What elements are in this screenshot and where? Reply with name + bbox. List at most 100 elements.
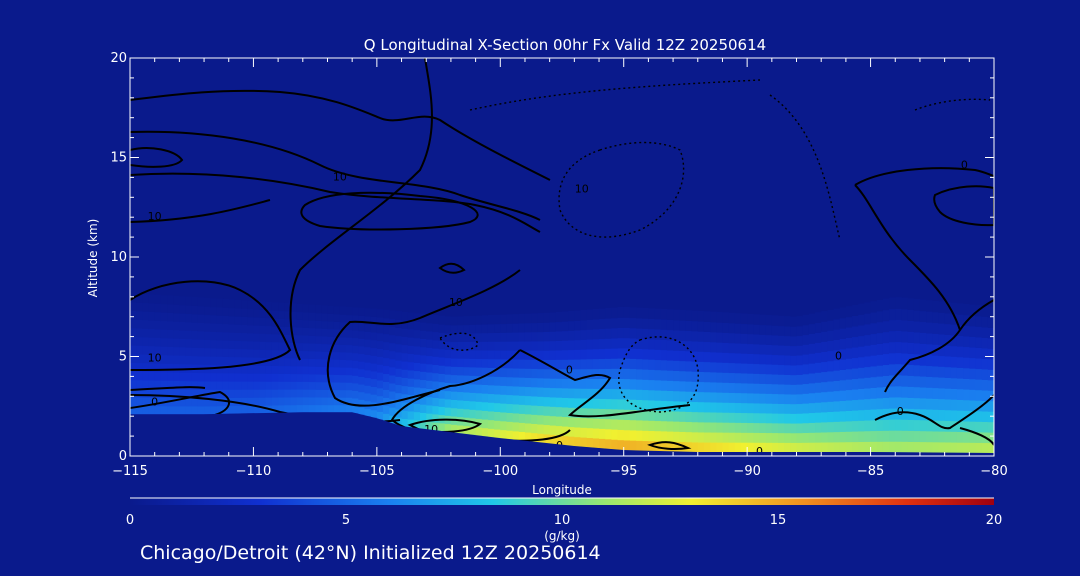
moisture-cell <box>420 354 427 364</box>
moisture-cell <box>747 442 754 453</box>
moisture-cell <box>549 434 557 445</box>
moisture-cell <box>802 314 810 326</box>
moisture-cell <box>759 432 767 443</box>
moisture-cell <box>228 364 236 374</box>
moisture-cell <box>685 320 693 332</box>
moisture-cell <box>321 312 329 322</box>
moisture-cell <box>975 421 983 433</box>
moisture-cell <box>821 311 828 322</box>
x-tick-label: −90 <box>733 464 760 479</box>
moisture-cell <box>407 312 415 322</box>
moisture-cell <box>130 379 137 389</box>
x-tick-label: −100 <box>482 464 518 479</box>
moisture-cell <box>728 322 736 334</box>
moisture-cell <box>512 376 520 387</box>
moisture-cell <box>315 381 322 390</box>
moisture-cell <box>537 350 545 360</box>
moisture-cell <box>642 420 649 431</box>
moisture-cell <box>413 403 421 413</box>
moisture-cell <box>555 321 563 332</box>
moisture-cell <box>167 295 174 305</box>
moisture-cell <box>383 397 390 406</box>
moisture-cell <box>383 413 390 422</box>
moisture-cell <box>432 389 440 398</box>
moisture-cell <box>722 432 730 443</box>
moisture-cell <box>747 343 754 354</box>
moisture-cell <box>352 390 359 399</box>
moisture-cell <box>352 329 359 339</box>
moisture-cell <box>506 403 514 413</box>
moisture-cell <box>167 388 174 398</box>
moisture-cell <box>932 300 940 313</box>
moisture-cell <box>802 373 810 385</box>
moisture-cell <box>617 327 625 339</box>
moisture-cell <box>864 355 872 368</box>
moisture-cell <box>376 371 384 381</box>
moisture-cell <box>765 315 773 326</box>
moisture-cell <box>771 412 779 424</box>
moisture-cell <box>487 376 495 386</box>
moisture-cell <box>981 442 989 454</box>
contour-line <box>438 262 466 274</box>
moisture-cell <box>895 441 903 453</box>
moisture-cell <box>352 367 359 376</box>
moisture-cell <box>815 422 822 433</box>
x-axis-label: Longitude <box>532 483 592 497</box>
moisture-cell <box>771 344 779 356</box>
moisture-cell <box>574 378 582 389</box>
moisture-cell <box>210 306 217 316</box>
moisture-cell <box>555 349 563 360</box>
moisture-cell <box>697 421 705 433</box>
moisture-cell <box>167 303 174 313</box>
moisture-cell <box>500 411 508 422</box>
moisture-cell <box>339 382 347 391</box>
moisture-cell <box>617 429 625 441</box>
moisture-cell <box>728 332 736 344</box>
moisture-cell <box>555 311 563 323</box>
moisture-cell <box>870 311 878 324</box>
moisture-cell <box>395 327 403 337</box>
moisture-cell <box>938 366 946 378</box>
moisture-cell <box>265 373 273 382</box>
moisture-cell <box>574 320 582 331</box>
moisture-cell <box>679 320 687 331</box>
moisture-cell <box>629 409 637 421</box>
moisture-cell <box>216 315 224 324</box>
moisture-cell <box>722 322 730 333</box>
moisture-cell <box>191 372 199 382</box>
colorbar-tick-label: 15 <box>770 513 787 528</box>
contour-line <box>300 191 479 231</box>
moisture-cell <box>426 371 433 381</box>
moisture-cell <box>308 350 316 359</box>
moisture-cell <box>611 398 619 410</box>
moisture-cell <box>426 413 433 422</box>
moisture-cell <box>191 313 199 323</box>
moisture-cell <box>562 330 569 341</box>
moisture-cell <box>395 311 403 320</box>
contour-line <box>130 280 292 371</box>
moisture-cell <box>734 442 742 453</box>
moisture-cell <box>173 346 180 356</box>
moisture-cell <box>821 381 828 393</box>
moisture-cell <box>407 386 415 396</box>
moisture-cell <box>654 339 662 350</box>
moisture-cell <box>524 395 532 406</box>
moisture-cell <box>679 431 687 443</box>
moisture-cell <box>253 389 261 398</box>
moisture-cell <box>321 374 329 383</box>
moisture-cell <box>938 301 946 313</box>
moisture-cell <box>666 370 674 381</box>
moisture-cell <box>648 420 656 432</box>
moisture-cell <box>833 339 841 351</box>
moisture-cell <box>469 315 477 325</box>
moisture-cell <box>154 388 162 398</box>
moisture-cell <box>648 369 656 381</box>
moisture-cell <box>241 324 248 334</box>
moisture-cell <box>790 364 798 376</box>
moisture-cell <box>975 379 983 391</box>
moisture-cell <box>389 318 396 328</box>
moisture-cell <box>339 404 347 413</box>
moisture-cell <box>716 422 724 433</box>
moisture-cell <box>821 421 828 433</box>
moisture-cell <box>531 340 538 351</box>
